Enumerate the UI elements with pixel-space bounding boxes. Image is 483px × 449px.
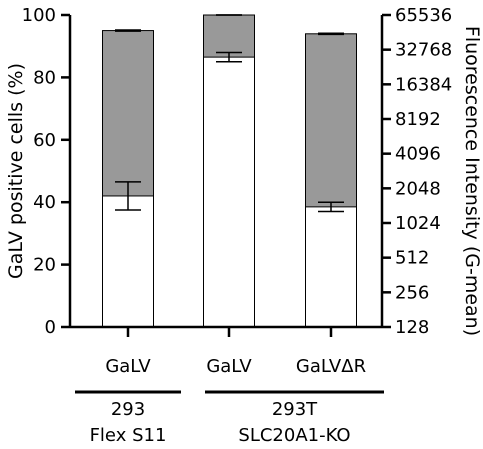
right-tick-label-256: 256	[395, 282, 429, 303]
right-tick-label-128: 128	[395, 317, 429, 338]
right-tick-label-16384: 16384	[395, 74, 452, 95]
right-axis-title: Fluorescence Intensity (G-mean)	[461, 26, 483, 336]
bar-positive-cells-2	[203, 56, 255, 328]
x-category-label-1: GaLV	[105, 356, 151, 377]
left-tick-label-0: 0	[45, 317, 56, 338]
left-tick-label-80: 80	[33, 67, 56, 88]
right-tick-label-65536: 65536	[395, 5, 452, 26]
right-tick-label-4096: 4096	[395, 144, 441, 165]
right-tick-label-2048: 2048	[395, 178, 441, 199]
right-tick-label-32768: 32768	[395, 40, 452, 61]
left-tick-label-20: 20	[33, 255, 56, 276]
group-label-line2-1: Flex S11	[90, 425, 167, 446]
left-axis-title: GaLV positive cells (%)	[5, 63, 27, 279]
right-tick-label-8192: 8192	[395, 109, 441, 130]
left-tick-label-60: 60	[33, 130, 56, 151]
group-label-line1-1: 293	[111, 399, 145, 420]
bar-positive-cells-1	[102, 195, 154, 328]
right-tick-label-1024: 1024	[395, 213, 441, 234]
x-category-label-3: GaLVΔR	[296, 356, 366, 377]
left-tick-label-40: 40	[33, 192, 56, 213]
left-tick-label-100: 100	[22, 5, 56, 26]
group-label-line1-2: 293T	[272, 399, 318, 420]
bar-positive-cells-3	[305, 206, 357, 328]
right-tick-label-512: 512	[395, 248, 429, 269]
group-label-line2-2: SLC20A1-KO	[238, 425, 350, 446]
x-category-label-2: GaLV	[206, 356, 252, 377]
